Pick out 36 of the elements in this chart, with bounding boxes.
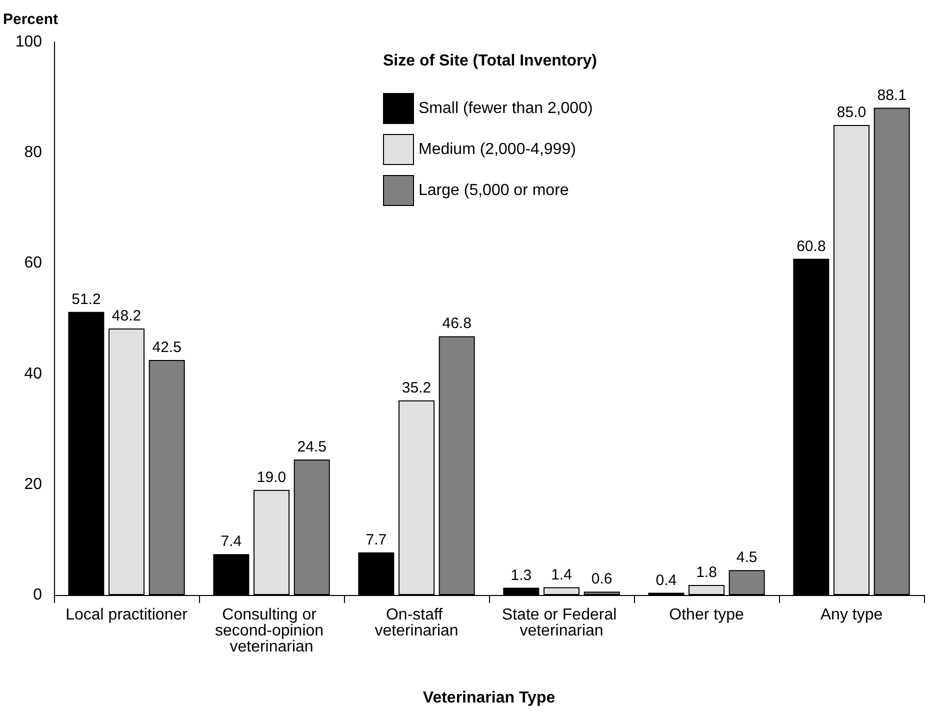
x-tick-label: Any type xyxy=(820,606,883,624)
x-axis-title: Veterinarian Type xyxy=(422,690,556,706)
data-label: 51.2 xyxy=(72,290,101,308)
data-label: 7.4 xyxy=(220,533,242,550)
legend-title: Size of Site (Total Inventory) xyxy=(383,52,597,70)
x-tick-label: Local practitioner xyxy=(66,606,188,624)
y-axis-title: Percent xyxy=(2,11,58,28)
data-label: 24.5 xyxy=(297,438,326,456)
y-tick-label: 80 xyxy=(24,144,42,162)
y-tick-label: 100 xyxy=(15,34,42,50)
legend-label: Small (fewer than 2,000) xyxy=(418,100,593,117)
x-tick-label: On-staff veterinarian xyxy=(374,606,458,640)
y-tick-label: 20 xyxy=(24,476,42,493)
data-label: 48.2 xyxy=(112,307,142,324)
y-tick-label: 60 xyxy=(24,254,42,272)
data-label: 1.8 xyxy=(696,564,717,582)
x-tick-label: Other type xyxy=(669,606,744,624)
data-label: 85.0 xyxy=(836,104,866,121)
legend-label: Medium (2,000-4,999) xyxy=(418,141,576,158)
y-tick-label: 40 xyxy=(24,365,42,382)
data-label: 35.2 xyxy=(402,379,432,396)
data-label: 1.3 xyxy=(510,566,532,584)
data-label: 0.4 xyxy=(656,572,677,589)
data-label: 7.7 xyxy=(366,531,387,548)
data-label: 4.5 xyxy=(736,549,758,566)
data-label: 88.1 xyxy=(877,86,906,104)
y-tick-label: 0 xyxy=(33,586,42,604)
data-label: 1.4 xyxy=(551,566,572,584)
data-label: 42.5 xyxy=(152,338,182,356)
data-label: 19.0 xyxy=(256,468,286,486)
x-tick-label: Consulting or second-opinion veterinarian xyxy=(215,606,328,656)
data-label: 60.8 xyxy=(796,238,826,255)
x-tick-label: State or Federal veterinarian xyxy=(502,606,622,640)
data-label: 46.8 xyxy=(442,315,472,332)
legend-label: Large (5,000 or more xyxy=(418,182,569,199)
data-label: 0.6 xyxy=(591,570,612,588)
